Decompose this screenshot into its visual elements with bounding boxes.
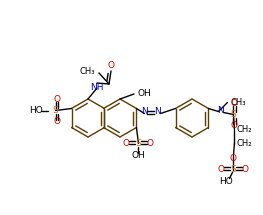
Text: O: O [218,165,225,174]
Text: O: O [53,95,60,104]
Text: O: O [242,165,249,174]
Text: O: O [231,99,238,108]
Text: S: S [231,165,236,174]
Text: OH: OH [138,89,152,98]
Text: O: O [123,139,130,148]
Text: S: S [53,106,58,115]
Text: O: O [230,154,237,163]
Text: S: S [231,110,236,119]
Text: O: O [231,121,238,130]
Text: S: S [136,139,141,148]
Text: CH₂: CH₂ [236,125,252,134]
Text: O: O [147,139,154,148]
Text: OH: OH [132,151,145,160]
Text: NH: NH [90,83,104,92]
Text: CH₂: CH₂ [236,139,252,148]
Text: O: O [53,117,60,126]
Text: N: N [217,106,224,115]
Text: HO: HO [220,177,233,186]
Text: N: N [141,107,148,116]
Text: CH₃: CH₃ [79,66,95,75]
Text: HO: HO [29,106,42,115]
Text: CH₃: CH₃ [230,98,246,107]
Text: N: N [154,107,161,116]
Text: O: O [108,60,114,69]
